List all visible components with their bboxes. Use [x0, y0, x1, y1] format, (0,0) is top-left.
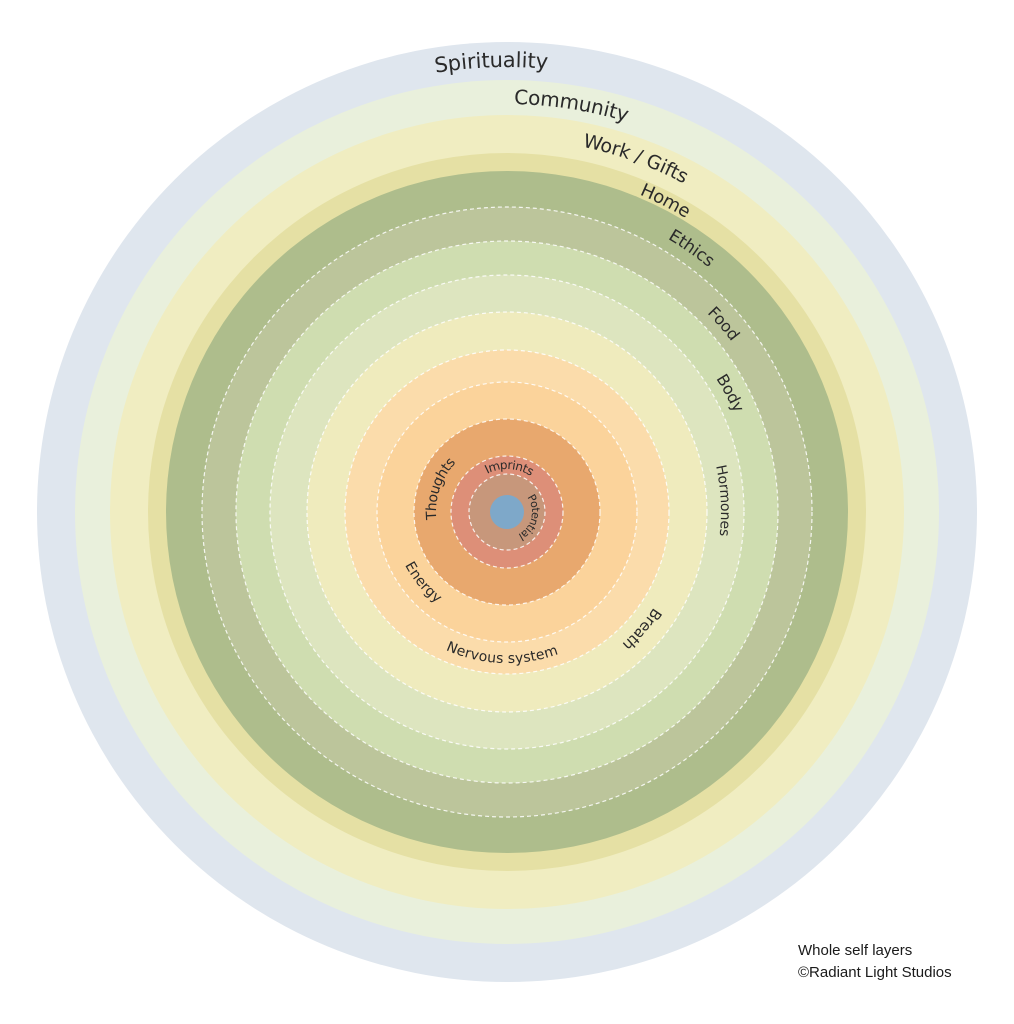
ring-divider — [468, 473, 546, 551]
ring-divider — [306, 311, 708, 713]
ring-divider — [201, 206, 813, 818]
label-imprints: Imprints — [482, 457, 536, 478]
ring-divider — [450, 455, 564, 569]
core-circle — [490, 495, 524, 529]
ring-divider — [413, 418, 601, 606]
caption: Whole self layers ©Radiant Light Studios — [798, 940, 952, 984]
caption-title: Whole self layers — [798, 942, 913, 959]
ring-divider — [344, 349, 670, 675]
ring-divider — [235, 240, 779, 784]
caption-credit: ©Radiant Light Studios — [798, 964, 952, 981]
concentric-rings — [37, 42, 977, 982]
ring-divider — [269, 274, 745, 750]
label-hormones: Hormones — [712, 464, 733, 537]
ring-divider — [376, 381, 638, 643]
